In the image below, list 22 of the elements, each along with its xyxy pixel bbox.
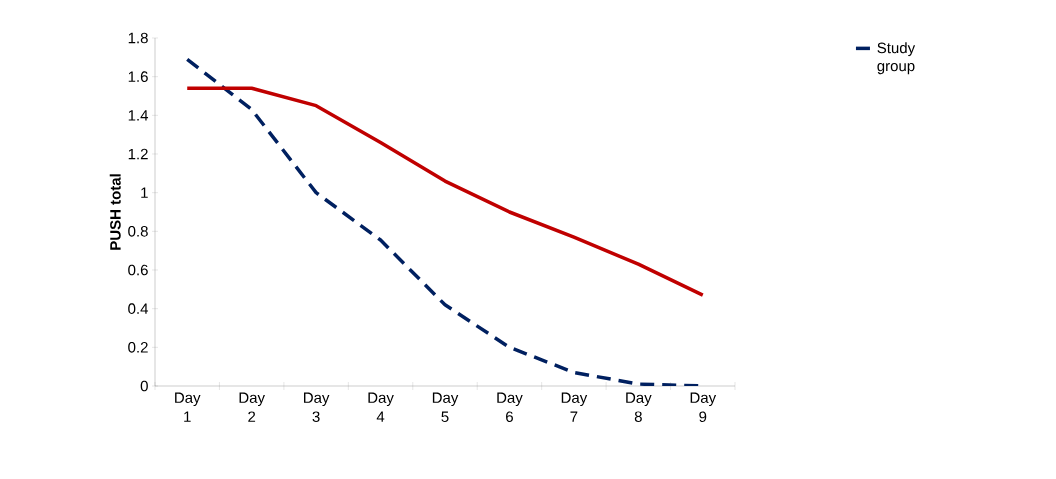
y-tick-label: 1.6 <box>128 71 148 82</box>
y-tick-label: 0.6 <box>128 264 148 276</box>
y-tick-label: 1.8 <box>128 32 148 44</box>
y-tick-label: 0 <box>140 380 148 392</box>
x-tick-label: Day 3 <box>304 392 330 422</box>
x-tick-label: Day 5 <box>432 392 459 422</box>
y-tick-label: 1.4 <box>128 110 149 121</box>
y-tick-label: 0.2 <box>128 342 148 353</box>
y-axis-title: PUSH total <box>109 174 121 250</box>
y-tick-label: 0.4 <box>128 303 149 314</box>
y-tick-label: 1.2 <box>128 148 148 160</box>
x-tick-label: Day 4 <box>368 392 394 422</box>
x-tick-label: Day 2 <box>239 392 265 422</box>
x-tick-label: Day 1 <box>175 392 201 422</box>
x-tick-label: Day 7 <box>561 392 588 422</box>
x-tick-label: Day 6 <box>497 392 523 422</box>
legend-label: Study group <box>877 42 916 75</box>
x-tick-label: Day 9 <box>690 392 717 422</box>
line-series <box>185 86 705 297</box>
x-tick-label: Day 8 <box>626 392 652 422</box>
y-tick-label: 0.8 <box>128 226 148 237</box>
y-tick-label: 1 <box>141 187 148 198</box>
